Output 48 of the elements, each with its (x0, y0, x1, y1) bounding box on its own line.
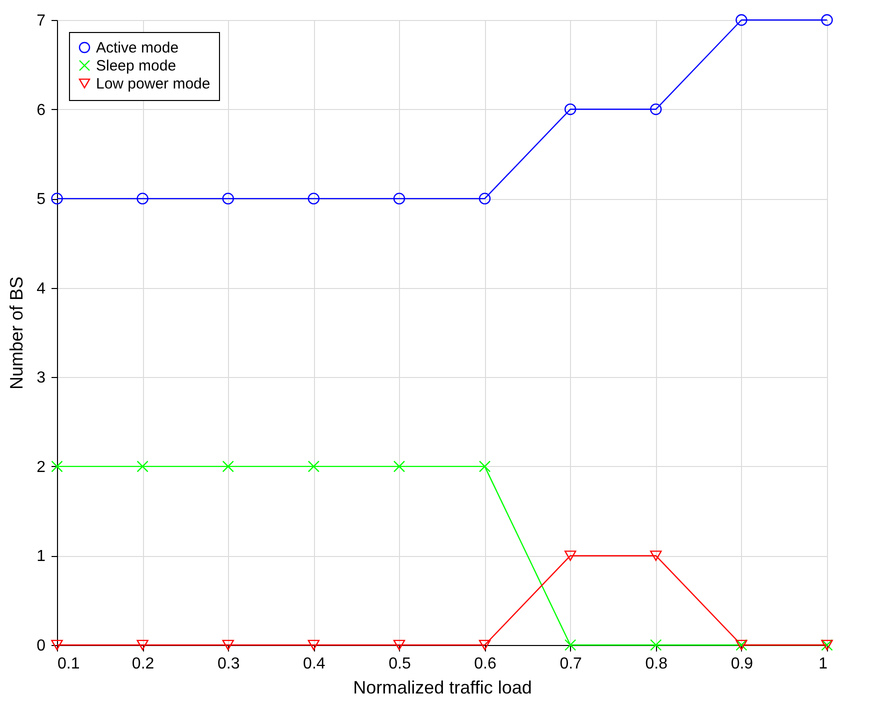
y-tick-label: 5 (36, 191, 46, 208)
legend-label: Active mode (96, 40, 179, 56)
point (650, 103, 662, 116)
point (136, 640, 148, 650)
point (478, 192, 491, 204)
x-tick-label: 0.3 (217, 656, 240, 672)
point (136, 460, 148, 472)
y-tick-label: 6 (36, 102, 46, 119)
point (821, 14, 833, 26)
y-tick-label: 4 (36, 280, 46, 298)
x-tick-label: 0.7 (560, 656, 582, 672)
x-tick-label: 0.1 (58, 656, 80, 672)
point (564, 639, 576, 651)
x-tick-label: 0.6 (474, 656, 496, 672)
y-axis-title: Number of BS (6, 276, 27, 390)
legend-label: Low power mode (96, 76, 210, 92)
point (650, 550, 662, 561)
point (51, 460, 63, 472)
point (393, 192, 406, 204)
x-axis-title: Normalized traffic load (353, 678, 532, 698)
point (564, 550, 576, 561)
point (478, 460, 491, 472)
x-tick-label: 0.8 (645, 656, 668, 672)
x-tick-label: 0.9 (730, 656, 754, 672)
y-tick-label: 7 (36, 12, 46, 30)
point (222, 192, 234, 204)
legend-label: Sleep mode (96, 58, 176, 74)
point (736, 14, 748, 26)
point (308, 640, 320, 650)
x-tick-label: 0.5 (388, 656, 411, 672)
point (136, 192, 148, 204)
point (308, 460, 320, 472)
point (650, 639, 662, 651)
point (308, 192, 320, 204)
point (393, 460, 406, 472)
point (564, 103, 576, 116)
point (222, 460, 234, 472)
point (222, 640, 234, 650)
x-tick-label: 1 (818, 656, 828, 672)
point (51, 192, 63, 204)
y-tick-label: 0 (36, 638, 46, 654)
x-tick-label: 0.4 (303, 656, 326, 672)
x-tick-label: 0.2 (132, 656, 154, 672)
y-tick-label: 3 (36, 370, 46, 387)
y-tick-label: 2 (36, 458, 46, 476)
point (478, 640, 491, 650)
y-tick-label: 1 (36, 548, 46, 566)
point (393, 640, 406, 650)
